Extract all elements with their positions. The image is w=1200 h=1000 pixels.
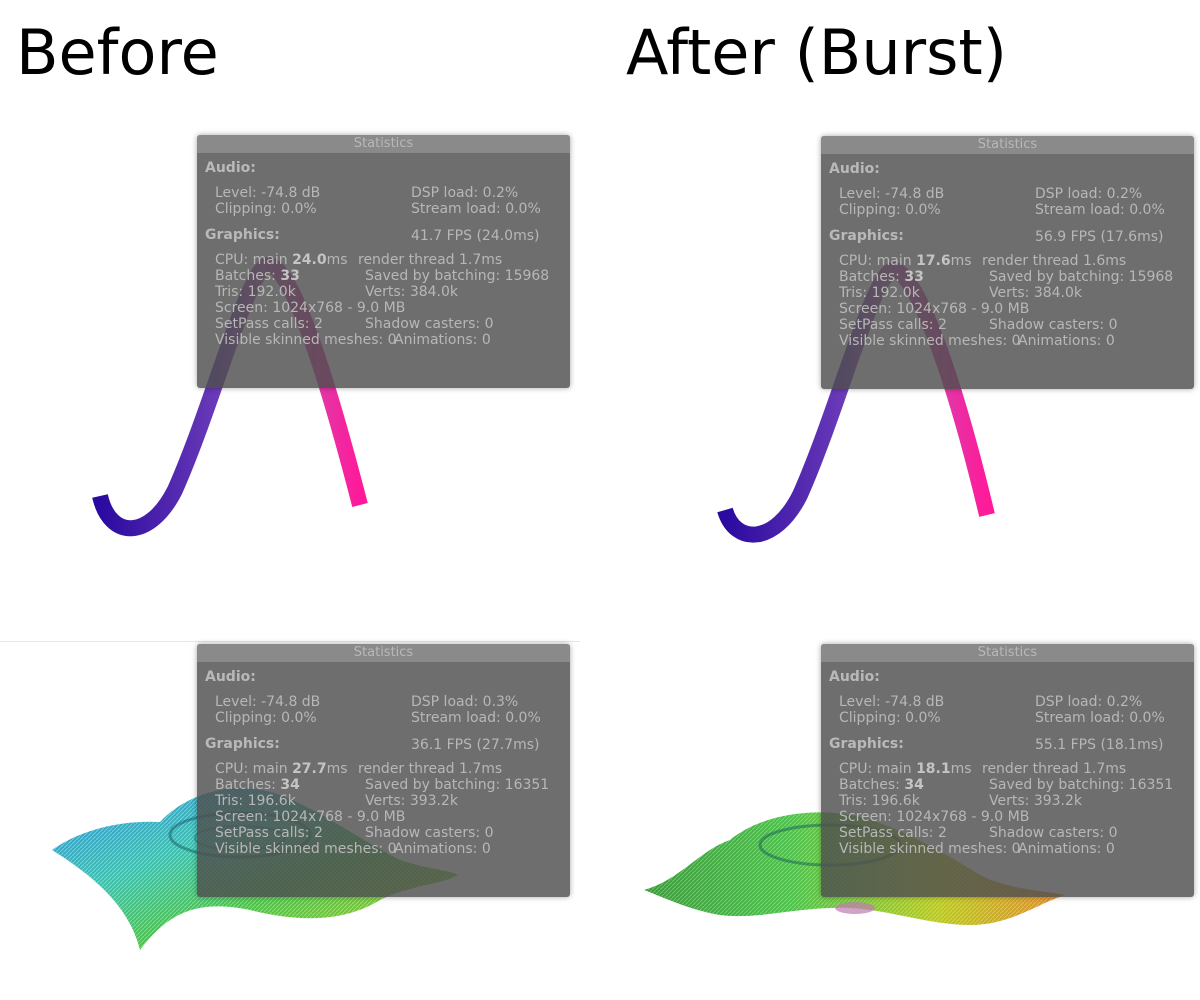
stream-load: Stream load: 0.0% <box>411 201 541 217</box>
setpass-calls: SetPass calls: 2 <box>839 317 947 333</box>
cpu-main: CPU: main 24.0ms <box>215 252 348 268</box>
verts: Verts: 393.2k <box>365 793 458 809</box>
cpu-main: CPU: main 18.1ms <box>839 761 972 777</box>
screen-info: Screen: 1024x768 - 9.0 MB <box>839 809 1030 825</box>
shadow-casters: Shadow casters: 0 <box>365 316 494 332</box>
graphics-section-label: Graphics: <box>829 228 904 244</box>
render-thread: render thread 1.7ms <box>358 252 503 268</box>
setpass-calls: SetPass calls: 2 <box>215 316 323 332</box>
graphics-section-label: Graphics: <box>205 227 280 243</box>
render-thread: render thread 1.6ms <box>982 253 1127 269</box>
clipping: Clipping: 0.0% <box>839 710 941 726</box>
cpu-main: CPU: main 17.6ms <box>839 253 972 269</box>
tris: Tris: 196.6k <box>839 793 920 809</box>
before-heading: Before <box>16 16 219 89</box>
audio-level: Level: -74.8 dB <box>839 694 945 710</box>
cpu-main: CPU: main 27.7ms <box>215 761 348 777</box>
statistics-panel-before-bottom[interactable]: Statistics Audio: Level: -74.8 dB DSP lo… <box>197 644 570 897</box>
batches: Batches: 33 <box>839 269 924 285</box>
dsp-load: DSP load: 0.2% <box>1035 694 1143 710</box>
animations: Animations: 0 <box>1018 841 1115 857</box>
render-thread: render thread 1.7ms <box>982 761 1127 777</box>
clipping: Clipping: 0.0% <box>215 710 317 726</box>
audio-section-label: Audio: <box>829 161 880 177</box>
tris: Tris: 192.0k <box>839 285 920 301</box>
saved-by-batching: Saved by batching: 16351 <box>365 777 550 793</box>
setpass-calls: SetPass calls: 2 <box>215 825 323 841</box>
dsp-load: DSP load: 0.3% <box>411 694 519 710</box>
scene-divider <box>0 641 580 642</box>
fps-readout: 36.1 FPS (27.7ms) <box>411 737 540 753</box>
stream-load: Stream load: 0.0% <box>1035 202 1165 218</box>
shadow-casters: Shadow casters: 0 <box>365 825 494 841</box>
clipping: Clipping: 0.0% <box>215 201 317 217</box>
fps-readout: 41.7 FPS (24.0ms) <box>411 228 540 244</box>
stream-load: Stream load: 0.0% <box>411 710 541 726</box>
render-thread: render thread 1.7ms <box>358 761 503 777</box>
audio-level: Level: -74.8 dB <box>839 186 945 202</box>
batches: Batches: 33 <box>215 268 300 284</box>
screen-info: Screen: 1024x768 - 9.0 MB <box>839 301 1030 317</box>
statistics-panel-before-top[interactable]: Statistics Audio: Level: -74.8 dB DSP lo… <box>197 135 570 388</box>
screen-info: Screen: 1024x768 - 9.0 MB <box>215 300 406 316</box>
batches: Batches: 34 <box>215 777 300 793</box>
fps-readout: 55.1 FPS (18.1ms) <box>1035 737 1164 753</box>
shadow-casters: Shadow casters: 0 <box>989 317 1118 333</box>
animations: Animations: 0 <box>1018 333 1115 349</box>
stream-load: Stream load: 0.0% <box>1035 710 1165 726</box>
animations: Animations: 0 <box>394 332 491 348</box>
saved-by-batching: Saved by batching: 15968 <box>989 269 1174 285</box>
batches: Batches: 34 <box>839 777 924 793</box>
saved-by-batching: Saved by batching: 15968 <box>365 268 550 284</box>
screen-info: Screen: 1024x768 - 9.0 MB <box>215 809 406 825</box>
statistics-title[interactable]: Statistics <box>197 135 570 153</box>
dsp-load: DSP load: 0.2% <box>1035 186 1143 202</box>
audio-level: Level: -74.8 dB <box>215 694 321 710</box>
clipping: Clipping: 0.0% <box>839 202 941 218</box>
visible-skinned-meshes: Visible skinned meshes: 0 <box>215 332 397 348</box>
verts: Verts: 384.0k <box>989 285 1082 301</box>
statistics-title[interactable]: Statistics <box>821 136 1194 154</box>
visible-skinned-meshes: Visible skinned meshes: 0 <box>215 841 397 857</box>
tris: Tris: 196.6k <box>215 793 296 809</box>
animations: Animations: 0 <box>394 841 491 857</box>
tris: Tris: 192.0k <box>215 284 296 300</box>
verts: Verts: 384.0k <box>365 284 458 300</box>
saved-by-batching: Saved by batching: 16351 <box>989 777 1174 793</box>
audio-section-label: Audio: <box>829 669 880 685</box>
audio-section-label: Audio: <box>205 160 256 176</box>
fps-readout: 56.9 FPS (17.6ms) <box>1035 229 1164 245</box>
statistics-title[interactable]: Statistics <box>197 644 570 662</box>
verts: Verts: 393.2k <box>989 793 1082 809</box>
statistics-title[interactable]: Statistics <box>821 644 1194 662</box>
audio-section-label: Audio: <box>205 669 256 685</box>
statistics-panel-after-bottom[interactable]: Statistics Audio: Level: -74.8 dB DSP lo… <box>821 644 1194 897</box>
graphics-section-label: Graphics: <box>829 736 904 752</box>
after-heading: After (Burst) <box>626 16 1007 89</box>
shadow-casters: Shadow casters: 0 <box>989 825 1118 841</box>
setpass-calls: SetPass calls: 2 <box>839 825 947 841</box>
audio-level: Level: -74.8 dB <box>215 185 321 201</box>
statistics-panel-after-top[interactable]: Statistics Audio: Level: -74.8 dB DSP lo… <box>821 136 1194 389</box>
visible-skinned-meshes: Visible skinned meshes: 0 <box>839 333 1021 349</box>
dsp-load: DSP load: 0.2% <box>411 185 519 201</box>
graphics-section-label: Graphics: <box>205 736 280 752</box>
visible-skinned-meshes: Visible skinned meshes: 0 <box>839 841 1021 857</box>
